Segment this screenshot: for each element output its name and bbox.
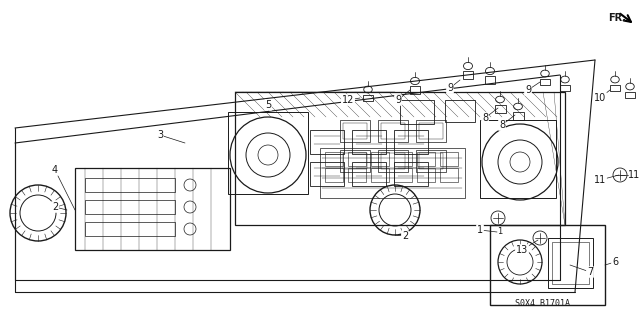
- Text: 9: 9: [395, 95, 401, 105]
- Bar: [440, 168, 458, 182]
- Bar: [490, 225, 605, 305]
- Bar: [484, 76, 495, 84]
- Bar: [625, 92, 635, 98]
- Bar: [378, 150, 408, 172]
- Bar: [417, 152, 435, 166]
- Bar: [235, 92, 565, 225]
- Bar: [340, 150, 370, 172]
- Bar: [410, 86, 420, 93]
- Bar: [371, 168, 389, 182]
- Bar: [548, 238, 593, 288]
- Text: 11: 11: [594, 175, 606, 185]
- Text: 1: 1: [497, 228, 502, 236]
- Text: 8: 8: [499, 120, 505, 130]
- Bar: [480, 120, 556, 198]
- Text: 3: 3: [157, 130, 163, 140]
- Text: 5: 5: [265, 100, 271, 110]
- Bar: [610, 84, 620, 92]
- Bar: [540, 79, 550, 85]
- Bar: [352, 130, 386, 154]
- Text: 2: 2: [402, 231, 408, 241]
- Bar: [363, 95, 373, 101]
- Text: 7: 7: [587, 267, 593, 277]
- Bar: [85, 200, 175, 214]
- Bar: [310, 130, 344, 154]
- Bar: [378, 120, 408, 142]
- Bar: [228, 112, 308, 194]
- Bar: [75, 168, 230, 250]
- Bar: [419, 123, 443, 139]
- Bar: [352, 162, 386, 186]
- Bar: [394, 152, 412, 166]
- Bar: [325, 168, 343, 182]
- Bar: [320, 148, 465, 198]
- Text: 13: 13: [516, 245, 528, 255]
- Text: 8: 8: [482, 113, 488, 123]
- Text: 1: 1: [477, 225, 483, 235]
- Bar: [495, 105, 506, 113]
- Text: 6: 6: [612, 257, 618, 267]
- Text: 9: 9: [447, 83, 453, 93]
- Text: 4: 4: [52, 165, 58, 175]
- Text: 11: 11: [628, 170, 640, 180]
- Bar: [560, 84, 570, 92]
- Bar: [419, 153, 443, 169]
- Bar: [381, 123, 405, 139]
- Text: 9: 9: [525, 85, 531, 95]
- Bar: [394, 162, 428, 186]
- Text: 12: 12: [342, 95, 354, 105]
- Bar: [348, 152, 366, 166]
- Bar: [394, 168, 412, 182]
- Text: 2: 2: [52, 202, 58, 212]
- Bar: [85, 222, 175, 236]
- Bar: [371, 152, 389, 166]
- Bar: [445, 100, 475, 122]
- Text: S0X4 B1701A: S0X4 B1701A: [515, 299, 570, 308]
- Bar: [340, 120, 370, 142]
- Bar: [417, 168, 435, 182]
- Bar: [348, 168, 366, 182]
- Text: FR.: FR.: [608, 13, 626, 23]
- Bar: [400, 100, 434, 124]
- Bar: [416, 150, 446, 172]
- Bar: [343, 153, 367, 169]
- Bar: [440, 152, 458, 166]
- Bar: [513, 112, 524, 120]
- Bar: [85, 178, 175, 192]
- Bar: [463, 71, 474, 79]
- Bar: [381, 153, 405, 169]
- Bar: [343, 123, 367, 139]
- Bar: [552, 242, 589, 284]
- Bar: [416, 120, 446, 142]
- Bar: [394, 130, 428, 154]
- Text: 10: 10: [594, 93, 606, 103]
- Bar: [310, 162, 344, 186]
- Bar: [325, 152, 343, 166]
